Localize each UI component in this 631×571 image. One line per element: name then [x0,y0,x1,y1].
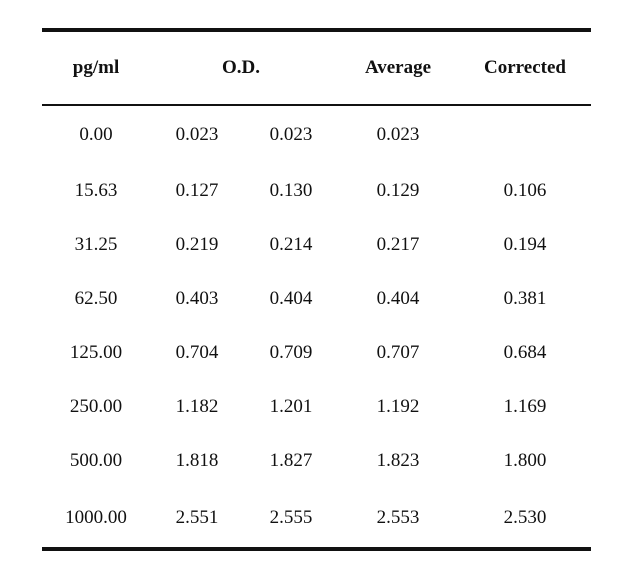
table-header-rule [42,104,591,106]
cell-average: 0.707 [376,342,420,363]
cell-od1: 0.023 [175,124,219,145]
cell-average: 0.217 [376,234,420,255]
cell-corrected: 0.106 [503,180,547,201]
cell-od1: 0.127 [175,180,219,201]
cell-corrected: 2.530 [503,506,547,528]
cell-average: 0.129 [376,180,420,201]
cell-od1: 0.704 [175,342,219,363]
cell-average: 0.023 [376,124,420,145]
header-concentration: pg/ml [72,57,120,78]
table-row: 1000.00 2.551 2.555 2.553 2.530 [42,488,591,547]
table-top-rule [42,28,591,32]
cell-average: 2.553 [376,506,420,528]
cell-corrected: 1.800 [503,450,547,471]
header-od: O.D. [222,57,260,78]
cell-concentration: 250.00 [69,396,123,417]
table-row: 500.00 1.818 1.827 1.823 1.800 [42,434,591,488]
cell-corrected: 0.194 [503,234,547,255]
cell-average: 1.823 [376,450,420,471]
table-header-row: pg/ml O.D. Average Corrected [42,32,591,104]
cell-od1: 1.818 [175,450,219,471]
cell-od2: 1.201 [269,396,313,417]
cell-od2: 0.023 [269,124,313,145]
table-row: 15.63 0.127 0.130 0.129 0.106 [42,164,591,218]
table-row: 125.00 0.704 0.709 0.707 0.684 [42,326,591,380]
header-average: Average [364,57,432,78]
cell-concentration: 0.00 [79,124,113,145]
cell-corrected: 0.684 [503,342,547,363]
table-row: 0.00 0.023 0.023 0.023 [42,106,591,164]
cell-average: 0.404 [376,288,420,309]
cell-concentration: 62.50 [74,288,118,309]
cell-concentration: 1000.00 [65,506,127,528]
standard-curve-table: pg/ml O.D. Average Corrected 0.00 0.023 … [42,28,591,551]
cell-od2: 0.709 [269,342,313,363]
table-row: 31.25 0.219 0.214 0.217 0.194 [42,218,591,272]
cell-od2: 0.404 [269,288,313,309]
cell-od2: 0.214 [269,234,313,255]
cell-concentration: 15.63 [74,180,118,201]
cell-average: 1.192 [376,396,420,417]
cell-od2: 2.555 [269,506,313,528]
table-row: 250.00 1.182 1.201 1.192 1.169 [42,380,591,434]
cell-concentration: 125.00 [69,342,123,363]
cell-od1: 0.403 [175,288,219,309]
cell-od2: 1.827 [269,450,313,471]
cell-concentration: 31.25 [74,234,118,255]
cell-od1: 0.219 [175,234,219,255]
table-bottom-rule [42,547,591,551]
cell-od1: 1.182 [175,396,219,417]
cell-corrected: 1.169 [503,396,547,417]
table-row: 62.50 0.403 0.404 0.404 0.381 [42,272,591,326]
cell-corrected: 0.381 [503,288,547,309]
header-corrected: Corrected [484,57,566,78]
cell-od2: 0.130 [269,180,313,201]
cell-od1: 2.551 [175,506,219,528]
cell-concentration: 500.00 [69,450,123,471]
